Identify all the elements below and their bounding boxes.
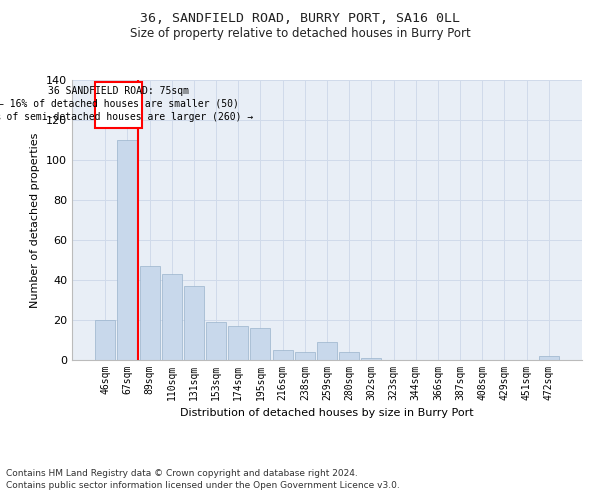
- Bar: [95, 82, 142, 128]
- Bar: [95, 320, 115, 360]
- Text: 36, SANDFIELD ROAD, BURRY PORT, SA16 0LL: 36, SANDFIELD ROAD, BURRY PORT, SA16 0LL: [140, 12, 460, 26]
- Text: 36 SANDFIELD ROAD: 75sqm: 36 SANDFIELD ROAD: 75sqm: [48, 86, 189, 96]
- Y-axis label: Number of detached properties: Number of detached properties: [31, 132, 40, 308]
- Bar: [162, 274, 182, 360]
- Text: Size of property relative to detached houses in Burry Port: Size of property relative to detached ho…: [130, 28, 470, 40]
- Bar: [250, 328, 271, 360]
- Text: 83% of semi-detached houses are larger (260) →: 83% of semi-detached houses are larger (…: [0, 112, 254, 122]
- Text: ← 16% of detached houses are smaller (50): ← 16% of detached houses are smaller (50…: [0, 99, 239, 109]
- Text: Contains HM Land Registry data © Crown copyright and database right 2024.: Contains HM Land Registry data © Crown c…: [6, 468, 358, 477]
- Text: Contains public sector information licensed under the Open Government Licence v3: Contains public sector information licen…: [6, 481, 400, 490]
- Bar: [361, 358, 382, 360]
- Bar: [317, 342, 337, 360]
- Bar: [539, 356, 559, 360]
- Bar: [295, 352, 315, 360]
- X-axis label: Distribution of detached houses by size in Burry Port: Distribution of detached houses by size …: [180, 408, 474, 418]
- Bar: [272, 350, 293, 360]
- Bar: [184, 286, 204, 360]
- Bar: [228, 326, 248, 360]
- Bar: [206, 322, 226, 360]
- Bar: [140, 266, 160, 360]
- Bar: [339, 352, 359, 360]
- Bar: [118, 140, 137, 360]
